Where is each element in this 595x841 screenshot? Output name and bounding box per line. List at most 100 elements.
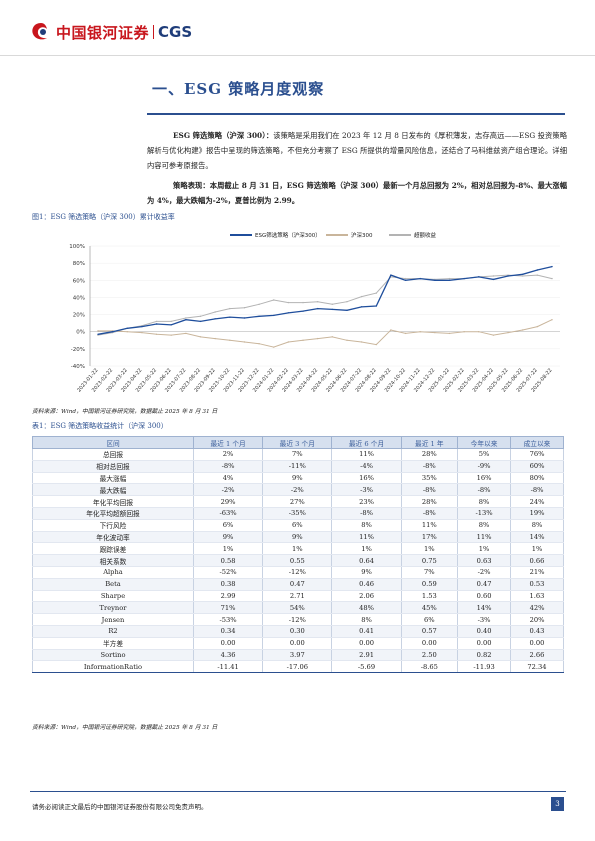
table-cell: 11% bbox=[331, 531, 402, 544]
data-point bbox=[331, 303, 334, 305]
table-cell: 1.53 bbox=[400, 590, 459, 603]
table-cell: -8% bbox=[457, 483, 511, 497]
data-point bbox=[360, 341, 363, 343]
table-cell: 17% bbox=[400, 531, 459, 544]
y-tick-label: -20% bbox=[71, 347, 85, 353]
table-cell: 9% bbox=[192, 531, 264, 544]
table-cell: 8% bbox=[457, 519, 511, 532]
table-cell: -8% bbox=[400, 460, 459, 473]
table-cell: 0.59 bbox=[400, 578, 459, 591]
row-label: 下行风险 bbox=[32, 519, 194, 532]
data-point bbox=[199, 336, 202, 338]
legend-item-esg: ESG筛选策略（沪深300） bbox=[230, 231, 321, 239]
footer-divider bbox=[30, 791, 566, 792]
row-label: Beta bbox=[32, 578, 194, 591]
data-point bbox=[478, 331, 480, 333]
table-cell: 6% bbox=[192, 519, 264, 532]
table-cell: 0.40 bbox=[457, 625, 511, 638]
cumulative-return-chart: 100%80%60%40%20%0%-20%-40%2023-01-222023… bbox=[69, 244, 560, 394]
table-cell: 0.00 bbox=[457, 637, 511, 650]
table-header-cell: 最近 3 个月 bbox=[262, 436, 333, 449]
table-cell: -8% bbox=[192, 460, 264, 473]
data-point bbox=[448, 332, 451, 335]
data-point bbox=[448, 277, 451, 280]
table-cell: -12% bbox=[262, 613, 333, 626]
table-cell: 8% bbox=[457, 495, 511, 508]
data-point bbox=[492, 334, 495, 336]
data-point bbox=[97, 333, 99, 335]
table-cell: 2.71 bbox=[262, 590, 333, 603]
data-point bbox=[97, 330, 99, 332]
table-row: 最大跌幅 -2% -2% -3% -8% -8% -8% bbox=[32, 483, 564, 497]
row-label: Treynor bbox=[32, 601, 194, 615]
data-point bbox=[522, 329, 524, 331]
row-label: Alpha bbox=[32, 566, 194, 579]
row-label: Jensen bbox=[32, 613, 194, 626]
data-point bbox=[214, 318, 216, 320]
table-cell: 1% bbox=[400, 542, 459, 556]
data-point bbox=[492, 275, 495, 277]
table-cell: 72.34 bbox=[510, 660, 564, 674]
strategy-performance-paragraph: 策略表现：本周截止 8 月 31 日，ESG 筛选策略（沪深 300）最新一个月… bbox=[147, 178, 567, 208]
data-point bbox=[258, 315, 260, 317]
data-point bbox=[229, 307, 231, 310]
table-cell: 23% bbox=[331, 495, 402, 508]
table-row: 相关系数 0.58 0.55 0.64 0.75 0.63 0.66 bbox=[32, 554, 564, 567]
table-cell: 1% bbox=[262, 542, 333, 556]
table-row: 年化波动率 9% 9% 11% 17% 11% 14% bbox=[32, 531, 564, 544]
table-row: 最大涨幅 4% 9% 16% 35% 16% 80% bbox=[32, 472, 564, 485]
table-cell: -2% bbox=[262, 483, 333, 497]
data-point bbox=[126, 331, 128, 333]
table-cell: 1.63 bbox=[510, 590, 564, 603]
y-tick-label: 80% bbox=[73, 261, 85, 267]
table-caption: 表1：ESG 筛选策略收益统计（沪深 300） bbox=[32, 422, 168, 430]
data-point bbox=[536, 269, 539, 271]
data-point bbox=[448, 279, 451, 281]
data-point bbox=[229, 339, 231, 341]
table-cell: 0.38 bbox=[192, 578, 264, 591]
data-point bbox=[375, 305, 377, 307]
table-cell: 3.97 bbox=[262, 649, 333, 662]
table-cell: 21% bbox=[510, 566, 564, 579]
legend-swatch bbox=[230, 234, 252, 236]
table-row: Alpha -52% -12% 9% 7% -2% 21% bbox=[32, 566, 564, 579]
data-point bbox=[316, 337, 319, 340]
data-point bbox=[404, 277, 407, 280]
data-point bbox=[492, 278, 495, 281]
data-point bbox=[155, 320, 158, 323]
table-cell: 2.91 bbox=[331, 649, 402, 662]
data-point bbox=[287, 341, 290, 343]
data-point bbox=[141, 325, 143, 328]
table-cell: -8% bbox=[331, 507, 402, 520]
table-cell: 0.00 bbox=[331, 637, 402, 650]
table-cell: 45% bbox=[400, 601, 459, 615]
table-cell: -8% bbox=[510, 483, 564, 497]
table-cell: 0.47 bbox=[262, 578, 333, 591]
table-cell: 0.60 bbox=[457, 590, 511, 603]
table-body: 总回报 2% 7% 11% 28% 5% 76% 相对总回报 -8% -11% -4% -8% -9% 6… bbox=[32, 448, 564, 674]
data-point bbox=[273, 314, 275, 317]
table-row: R2 0.34 0.30 0.41 0.57 0.40 0.43 bbox=[32, 625, 564, 638]
table-cell: 16% bbox=[331, 472, 402, 485]
table-cell: 6% bbox=[400, 613, 459, 626]
para-lead: 策略表现： bbox=[173, 181, 210, 190]
table-row: 总回报 2% 7% 11% 28% 5% 76% bbox=[32, 448, 564, 461]
table-cell: 0.00 bbox=[400, 637, 459, 650]
table-cell: 0.47 bbox=[457, 578, 511, 591]
data-point bbox=[522, 275, 524, 277]
table-cell: 7% bbox=[262, 448, 333, 461]
table-cell: 27% bbox=[262, 495, 333, 508]
legend-swatch bbox=[389, 234, 411, 236]
table-cell: 2.06 bbox=[331, 590, 402, 603]
data-point bbox=[185, 317, 187, 319]
table-cell: -17.06 bbox=[262, 660, 333, 674]
footer-disclaimer: 请务必阅读正文最后的中国银河证券股份有限公司免责声明。 bbox=[32, 803, 208, 811]
table-cell: 1% bbox=[510, 542, 564, 556]
data-point bbox=[287, 301, 290, 304]
row-label: Sharpe bbox=[32, 590, 194, 603]
y-tick-label: -40% bbox=[71, 364, 85, 370]
row-label: R2 bbox=[32, 625, 194, 638]
data-point bbox=[316, 301, 319, 303]
table-cell: -11.41 bbox=[192, 660, 264, 674]
table-header-cell: 区间 bbox=[32, 436, 194, 449]
